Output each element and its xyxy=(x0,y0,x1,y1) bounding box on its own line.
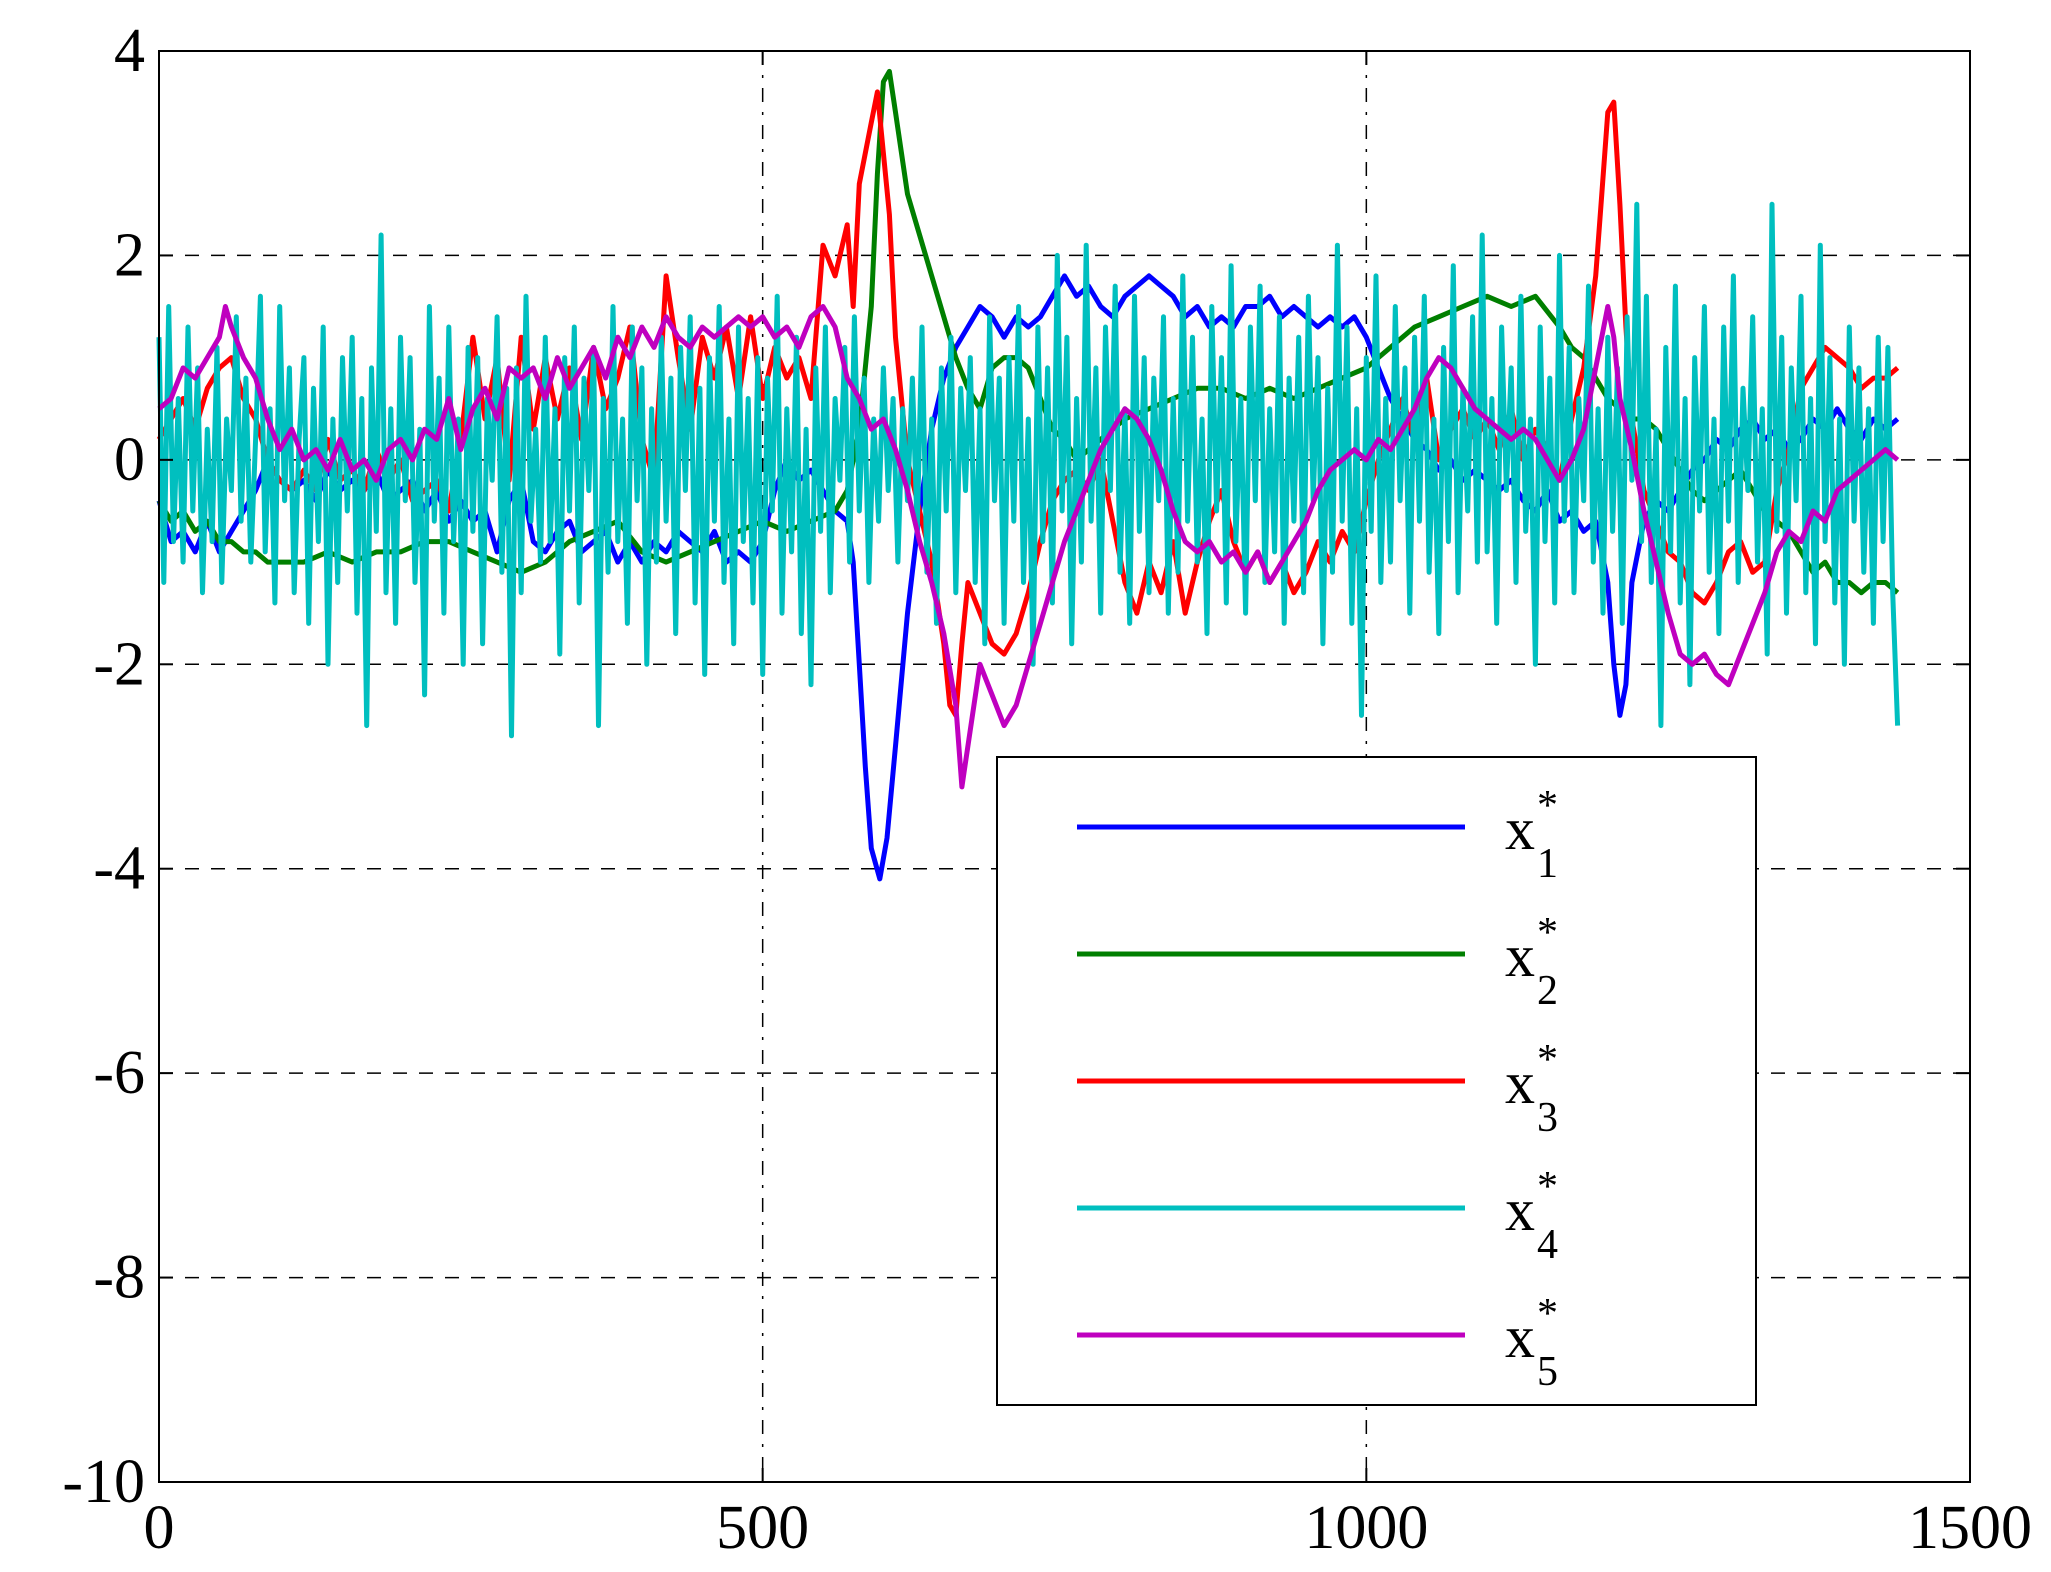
y-tick-label: -2 xyxy=(93,630,145,698)
y-tick-label: -4 xyxy=(93,835,145,903)
axes-box xyxy=(158,50,1971,1483)
y-tick-label: -8 xyxy=(93,1244,145,1312)
legend-label-2: x xyxy=(1505,923,1535,989)
legend-label-3: x xyxy=(1505,1050,1535,1116)
y-tick-label: -10 xyxy=(62,1448,145,1516)
legend-label-sub-3: 3 xyxy=(1537,1095,1558,1141)
x-tick-label: 500 xyxy=(716,1494,809,1562)
x-tick-label: 1500 xyxy=(1908,1494,2032,1562)
legend: x *1x *2x *3x *4x *5 xyxy=(996,756,1757,1406)
axis-ticks: 0 500 1000 1500 4 2 0 -2 -4 -6 -8 -10 xyxy=(62,17,2032,1562)
y-tick-label: 2 xyxy=(114,221,145,289)
x-tick-label: 1000 xyxy=(1304,1494,1428,1562)
legend-label-sub-5: 5 xyxy=(1537,1349,1558,1395)
y-tick-label: -6 xyxy=(93,1039,145,1107)
legend-label-sub-4: 4 xyxy=(1537,1222,1558,1268)
y-tick-label: 0 xyxy=(114,426,145,494)
legend-label-sup-1: * xyxy=(1537,783,1558,829)
legend-label-sup-4: * xyxy=(1537,1164,1558,1210)
legend-label-1: x xyxy=(1505,796,1535,862)
series-line-4 xyxy=(156,201,1901,739)
legend-label-sub-2: 2 xyxy=(1537,968,1558,1014)
series-line-5 xyxy=(157,304,1900,790)
legend-label-sub-1: 1 xyxy=(1537,841,1558,887)
legend-label-sup-5: * xyxy=(1537,1291,1558,1337)
legend-label-5: x xyxy=(1505,1304,1535,1370)
legend-label-sup-3: * xyxy=(1537,1037,1558,1083)
legend-label-sup-2: * xyxy=(1537,910,1558,956)
legend-label-4: x xyxy=(1505,1177,1535,1243)
y-tick-label: 4 xyxy=(114,17,145,85)
plot-area xyxy=(156,68,1901,882)
x-tick-label: 0 xyxy=(144,1494,175,1562)
